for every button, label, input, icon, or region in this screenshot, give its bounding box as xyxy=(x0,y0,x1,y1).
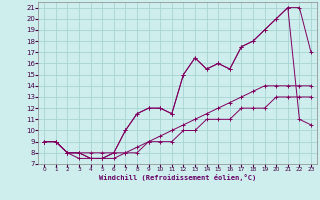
X-axis label: Windchill (Refroidissement éolien,°C): Windchill (Refroidissement éolien,°C) xyxy=(99,174,256,181)
